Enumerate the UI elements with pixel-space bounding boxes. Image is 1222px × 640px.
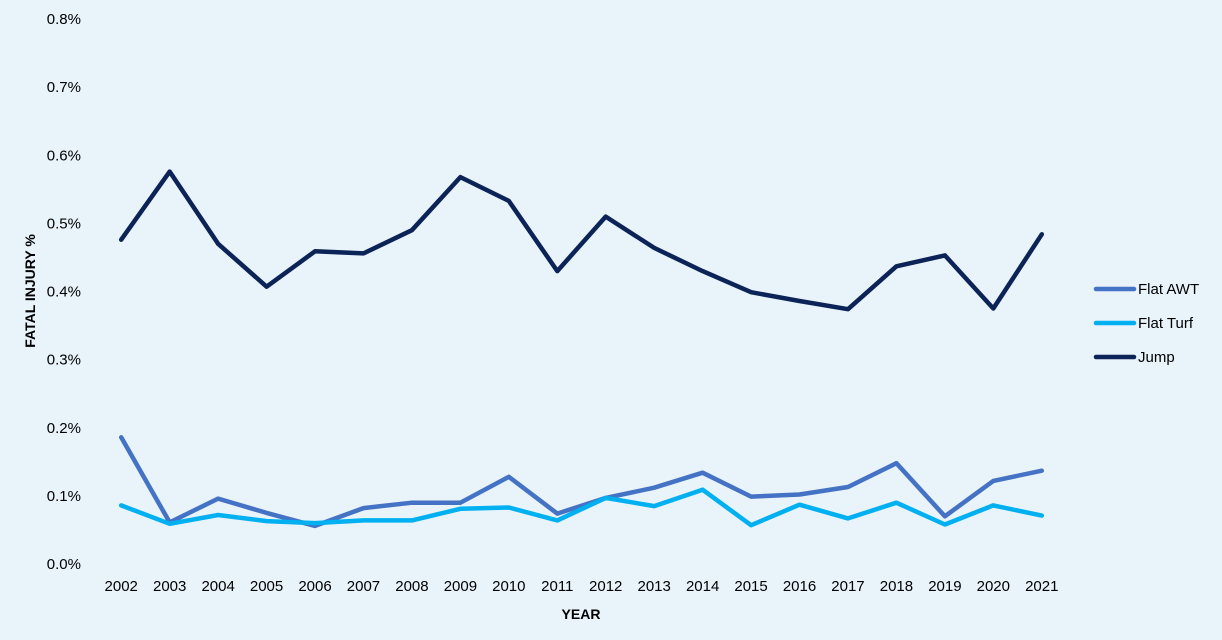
x-axis-ticks: 2002 2003 2004 2005 2006 2007 2008 2009 2010 2011… [105,578,1059,595]
y-tick-label: 0.7% [47,79,81,96]
x-tick-label: 2015 [734,578,767,595]
y-tick-label: 0.6% [47,147,81,164]
x-tick-label: 2014 [686,578,719,595]
x-tick-label: 2004 [201,578,234,595]
plot-area [118,169,1045,529]
x-tick-label: 2012 [589,578,622,595]
x-tick-label: 2017 [831,578,864,595]
legend-label: Jump [1138,349,1175,366]
x-tick-label: 2013 [637,578,670,595]
x-tick-label: 2018 [880,578,913,595]
x-tick-label: 2009 [444,578,477,595]
x-tick-label: 2010 [492,578,525,595]
series-line-flat-turf [118,487,1045,528]
y-tick-label: 0.3% [47,352,81,369]
x-tick-label: 2021 [1025,578,1058,595]
x-tick-label: 2006 [298,578,331,595]
x-tick-label: 2011 [541,578,573,595]
series-line-jump [118,169,1045,312]
legend-label: Flat AWT [1138,281,1199,298]
y-tick-label: 0.5% [47,215,81,232]
series-line-flat-awt [118,435,1045,529]
x-tick-label: 2007 [347,578,380,595]
y-tick-label: 0.2% [47,420,81,437]
x-tick-label: 2019 [928,578,961,595]
x-tick-label: 2008 [395,578,428,595]
x-axis-title: YEAR [562,606,601,622]
y-tick-label: 0.0% [47,556,81,573]
x-tick-label: 2020 [977,578,1010,595]
legend: Flat AWT Flat Turf Jump [1093,281,1199,366]
x-tick-label: 2003 [153,578,186,595]
x-tick-label: 2005 [250,578,283,595]
x-tick-label: 2002 [105,578,138,595]
y-axis-ticks: 0.0% 0.1% 0.2% 0.3% 0.4% 0.5% 0.6% 0.7% 0.8% [47,11,81,573]
legend-label: Flat Turf [1138,315,1194,332]
x-tick-label: 2016 [783,578,816,595]
y-tick-label: 0.8% [47,11,81,28]
y-tick-label: 0.4% [47,284,81,301]
y-axis-title: FATAL INJURY % [22,234,38,348]
y-tick-label: 0.1% [47,488,81,505]
